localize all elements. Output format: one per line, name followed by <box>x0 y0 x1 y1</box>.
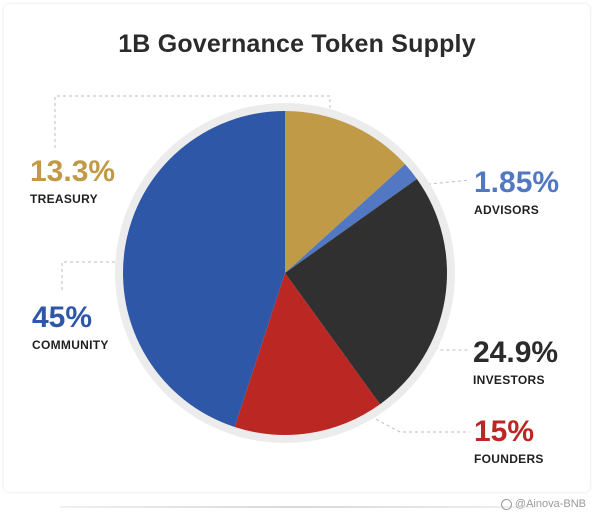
founders-label-group: 15% FOUNDERS <box>474 415 544 467</box>
chart-title: 1B Governance Token Supply <box>118 30 476 58</box>
watermark: @Ainova-BNB <box>500 498 586 510</box>
pie-slice-community <box>122 111 285 427</box>
leader-line-founders <box>354 407 470 433</box>
pie-slice-treasury <box>285 111 406 273</box>
watermark-icon <box>500 498 512 510</box>
treasury-name: TREASURY <box>30 192 98 206</box>
pie-slice-founders <box>234 273 380 435</box>
pie-slices <box>122 111 447 435</box>
investors-label-group: 24.9% INVESTORS <box>473 336 559 388</box>
divider <box>60 506 534 508</box>
treasury-label-group: 13.3% TREASURY <box>30 155 116 207</box>
leader-line-investors <box>387 309 470 351</box>
treasury-percent: 13.3% <box>30 155 116 188</box>
community-label-group: 45% COMMUNITY <box>32 301 109 353</box>
investors-percent: 24.9% <box>473 336 559 369</box>
advisors-name: ADVISORS <box>474 203 540 217</box>
watermark-text: @Ainova-BNB <box>514 498 586 510</box>
investors-name: INVESTORS <box>473 373 545 387</box>
community-name: COMMUNITY <box>32 338 109 352</box>
advisors-label-group: 1.85% ADVISORS <box>474 166 560 218</box>
leader-line-advisors <box>409 179 471 187</box>
leader-line-treasury <box>54 95 331 148</box>
founders-name: FOUNDERS <box>474 452 544 466</box>
pie-slice-investors <box>285 178 447 405</box>
pie-slice-advisors <box>285 164 417 273</box>
advisors-percent: 1.85% <box>474 166 560 199</box>
founders-percent: 15% <box>474 415 535 448</box>
community-percent: 45% <box>32 301 93 334</box>
